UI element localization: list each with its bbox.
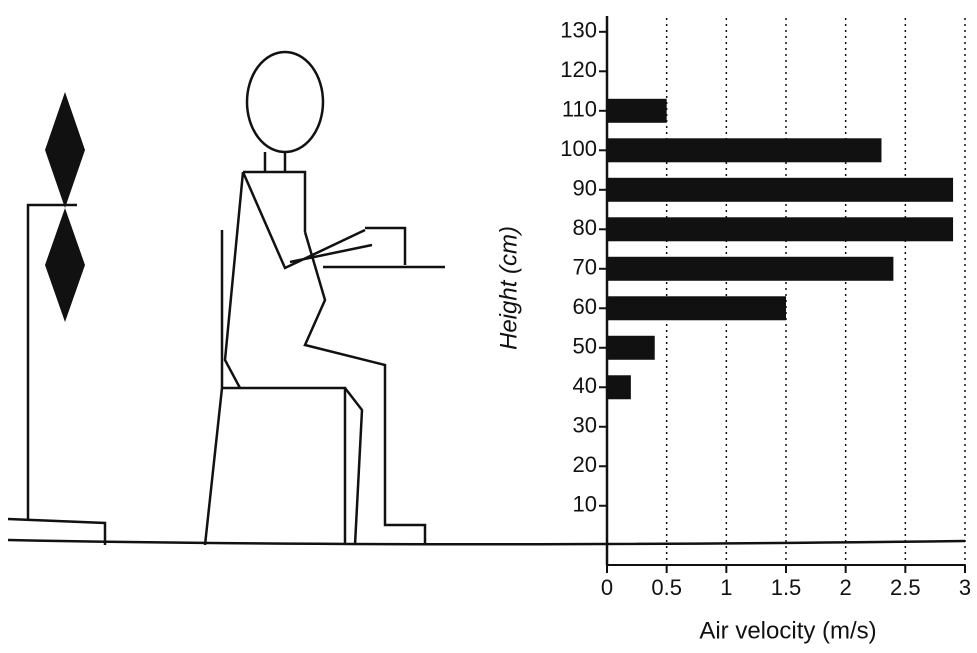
x-tick-label: 1.5: [771, 575, 802, 600]
x-axis-title: Air velocity (m/s): [699, 617, 876, 644]
x-tick-label: 3: [959, 575, 971, 600]
bar: [607, 257, 893, 281]
chair: [205, 230, 345, 545]
figure: Height (cm) Air velocity (m/s) 0 0.5 1 1.5 2…: [0, 0, 977, 653]
x-tick-label: 0.5: [651, 575, 682, 600]
floor: [8, 540, 965, 544]
head: [247, 52, 323, 152]
bar: [607, 99, 667, 123]
bar: [607, 138, 881, 162]
y-tick-label: 130: [560, 18, 597, 43]
bar: [607, 178, 953, 202]
hands: [365, 228, 405, 265]
fan-blades: [45, 92, 85, 322]
bar: [607, 217, 953, 241]
y-tick-label: 110: [562, 97, 597, 122]
y-tick-label: 120: [560, 57, 597, 82]
y-tick-label: 100: [560, 136, 597, 161]
y-tick-label: 60: [573, 294, 597, 319]
y-tick-label: 30: [573, 413, 597, 438]
bar: [607, 375, 631, 399]
x-tick-label: 0: [601, 575, 613, 600]
x-tick-label: 2: [840, 575, 852, 600]
y-axis-title: Height (cm): [495, 226, 522, 350]
bar: [607, 336, 655, 360]
y-tick-label: 20: [573, 452, 597, 477]
room-illustration: [8, 52, 965, 545]
y-tick-label: 70: [573, 255, 597, 280]
bar: [607, 296, 786, 320]
y-tick-label: 90: [573, 176, 597, 201]
x-tick-label: 2.5: [890, 575, 921, 600]
neck: [265, 152, 285, 172]
y-tick-label: 50: [573, 334, 597, 359]
y-tick-label: 80: [573, 215, 597, 240]
y-tick-label: 40: [573, 373, 597, 398]
x-tick-label: 1: [720, 575, 732, 600]
y-tick-label: 10: [573, 492, 597, 517]
